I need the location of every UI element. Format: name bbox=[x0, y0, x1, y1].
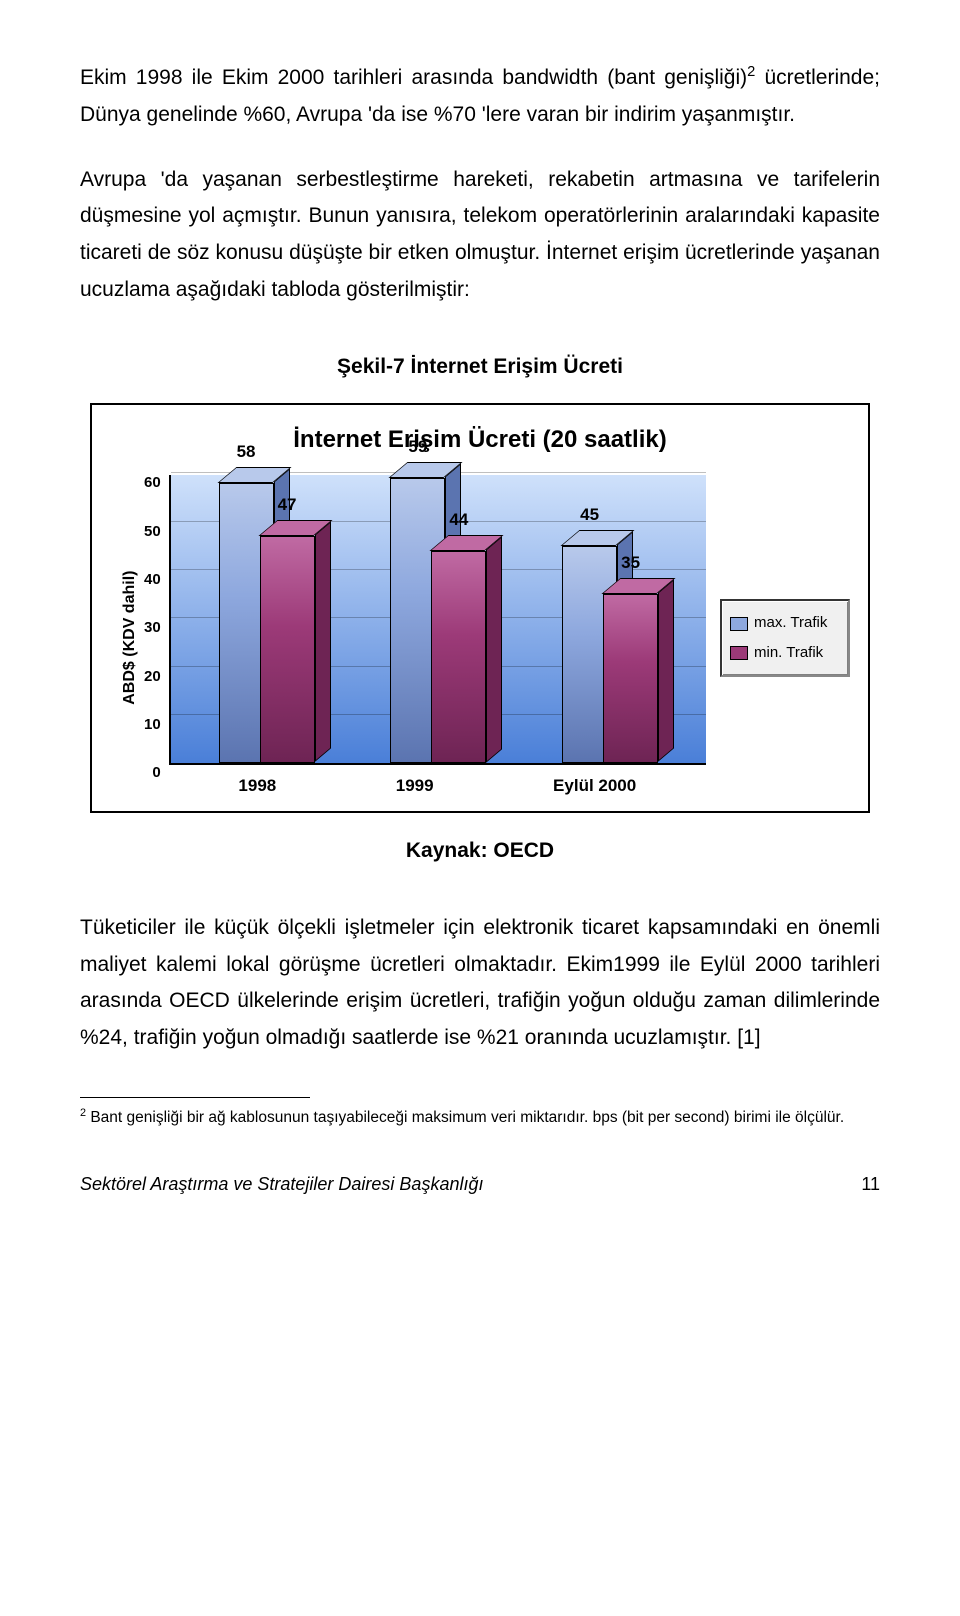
footnote: 2 Bant genişliği bir ağ kablosunun taşıy… bbox=[80, 1106, 880, 1130]
x-axis-labels: 1998 1999 Eylül 2000 bbox=[169, 771, 706, 801]
chart-bar: 35 bbox=[603, 594, 658, 763]
plot-wrap: 584759444535 19981999Eylül 2000 bbox=[169, 475, 706, 801]
bar-value-label: 47 bbox=[260, 490, 315, 520]
bar-value-label: 45 bbox=[562, 500, 617, 530]
p1-pre: Ekim 1998 ile Ekim 2000 tarihleri arasın… bbox=[80, 66, 747, 89]
bar-front bbox=[260, 536, 315, 763]
y-axis-label: ABD$ (KDV dahil) bbox=[110, 475, 144, 801]
legend-swatch bbox=[730, 617, 748, 631]
footer-page-number: 11 bbox=[861, 1169, 880, 1201]
chart-body: ABD$ (KDV dahil) 0102030405060 584759444… bbox=[110, 475, 850, 801]
bar-value-label: 58 bbox=[219, 437, 274, 467]
bar-group: 5847 bbox=[219, 483, 315, 763]
paragraph-2: Avrupa 'da yaşanan serbestleştirme harek… bbox=[80, 162, 880, 309]
bar-front bbox=[603, 594, 658, 763]
bar-side-face bbox=[486, 536, 502, 762]
footnote-separator bbox=[80, 1097, 310, 1098]
chart-bar: 47 bbox=[260, 536, 315, 763]
legend-swatch bbox=[730, 646, 748, 660]
bar-side-face bbox=[315, 521, 331, 762]
page-footer: Sektörel Araştırma ve Stratejiler Daires… bbox=[80, 1169, 880, 1201]
bar-groups: 584759444535 bbox=[171, 475, 706, 763]
chart-bar: 44 bbox=[431, 551, 486, 764]
bar-front bbox=[431, 551, 486, 764]
y-ticks: 0102030405060 bbox=[144, 475, 169, 765]
paragraph-1: Ekim 1998 ile Ekim 2000 tarihleri arasın… bbox=[80, 60, 880, 134]
legend-row: min. Trafik bbox=[730, 640, 840, 666]
bar-value-label: 44 bbox=[431, 505, 486, 535]
legend-box: max. Trafik min. Trafik bbox=[720, 599, 850, 677]
x-tick-label: Eylül 2000 bbox=[553, 771, 636, 801]
chart-frame: İnternet Erişim Ücreti (20 saatlik) ABD$… bbox=[90, 403, 870, 813]
paragraph-3: Tüketiciler ile küçük ölçekli işletmeler… bbox=[80, 910, 880, 1057]
footnote-text: Bant genişliği bir ağ kablosunun taşıyab… bbox=[86, 1109, 844, 1126]
legend-label: min. Trafik bbox=[754, 640, 823, 666]
plot-area: 584759444535 bbox=[169, 475, 706, 765]
legend-row: max. Trafik bbox=[730, 610, 840, 636]
legend-label: max. Trafik bbox=[754, 610, 827, 636]
bar-group: 4535 bbox=[562, 546, 658, 764]
footer-left: Sektörel Araştırma ve Stratejiler Daires… bbox=[80, 1169, 483, 1201]
x-tick-label: 1998 bbox=[238, 771, 276, 801]
bar-value-label: 59 bbox=[390, 432, 445, 462]
chart-source: Kaynak: OECD bbox=[80, 833, 880, 870]
bar-side-face bbox=[658, 579, 674, 762]
chart-legend: max. Trafik min. Trafik bbox=[720, 599, 850, 677]
bar-value-label: 35 bbox=[603, 548, 658, 578]
bar-group: 5944 bbox=[390, 478, 486, 763]
chart-title: Şekil-7 İnternet Erişim Ücreti bbox=[80, 349, 880, 386]
x-tick-label: 1999 bbox=[396, 771, 434, 801]
